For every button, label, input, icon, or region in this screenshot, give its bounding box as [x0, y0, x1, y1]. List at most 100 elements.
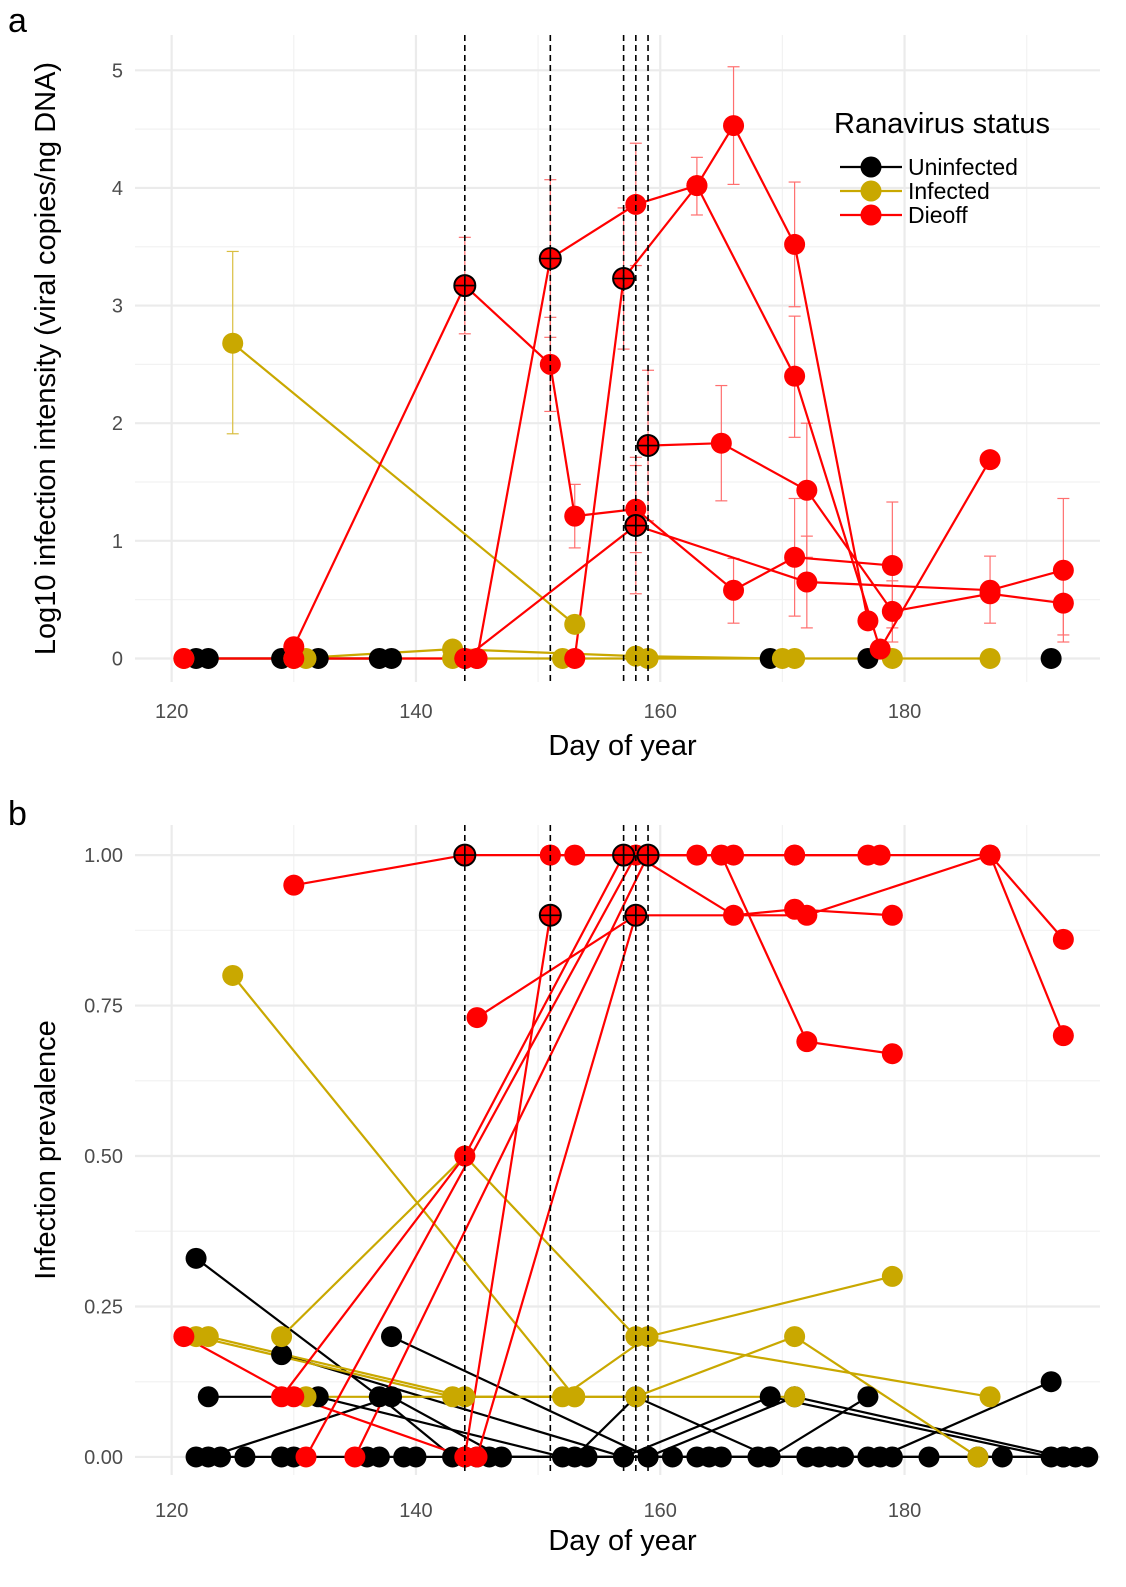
- data-point-uninfected: [759, 1386, 781, 1408]
- series-line-dieoff: [647, 442, 1064, 613]
- data-point-dieoff: [881, 600, 903, 622]
- x-tick-label: 140: [399, 701, 432, 723]
- data-point-uninfected: [405, 1446, 427, 1468]
- x-axis-title: Day of year: [548, 730, 697, 762]
- data-point-dieoff: [796, 1031, 818, 1053]
- legend-title: Ranavirus status: [834, 108, 1050, 140]
- data-point-dieoff: [564, 505, 586, 527]
- data-point-dieoff: [539, 353, 561, 375]
- data-point-dieoff: [466, 647, 488, 669]
- data-point-dieoff: [881, 904, 903, 926]
- data-point-infected: [979, 647, 1001, 669]
- data-point-uninfected: [576, 1446, 598, 1468]
- data-point-uninfected: [234, 1446, 256, 1468]
- data-point-infected: [784, 1386, 806, 1408]
- data-point-dieoff: [466, 1007, 488, 1029]
- data-point-uninfected: [381, 647, 403, 669]
- data-point-infected: [784, 647, 806, 669]
- data-point-dieoff: [857, 610, 879, 632]
- y-tick-label: 0.00: [84, 1447, 123, 1469]
- x-tick-label: 120: [155, 701, 188, 723]
- data-point-uninfected: [185, 1446, 207, 1468]
- data-point-uninfected: [857, 1386, 879, 1408]
- data-point-dieoff: [784, 844, 806, 866]
- data-point-dieoff: [1052, 928, 1074, 950]
- data-point-dieoff: [723, 844, 745, 866]
- y-tick-label: 0: [112, 648, 123, 670]
- data-point-dieoff: [625, 193, 647, 215]
- series-line-dieoff: [464, 524, 1064, 660]
- y-tick-label: 1: [112, 531, 123, 553]
- data-point-dieoff: [979, 844, 1001, 866]
- data-point-dieoff: [1052, 559, 1074, 581]
- series-line-dieoff: [550, 854, 1065, 1037]
- x-tick-label: 140: [399, 1500, 432, 1522]
- data-point-dieoff: [979, 449, 1001, 471]
- series-line-dieoff: [476, 853, 1065, 1019]
- panel-label-b: b: [8, 795, 27, 833]
- data-point-dieoff: [796, 571, 818, 593]
- data-point-uninfected: [1052, 1446, 1074, 1468]
- dieoff-day-lines: [464, 35, 649, 682]
- data-point-infected: [881, 1265, 903, 1287]
- y-tick-label: 0.25: [84, 1296, 123, 1318]
- data-point-dieoff: [271, 1386, 293, 1408]
- y-tick-label: 3: [112, 296, 123, 318]
- data-point-dieoff: [173, 647, 195, 669]
- data-point-dieoff: [784, 365, 806, 387]
- panel-label-a: a: [8, 2, 27, 40]
- data-point-dieoff: [1052, 592, 1074, 614]
- data-point-infected: [564, 613, 586, 635]
- dieoff-day-lines: [464, 825, 649, 1475]
- y-tick-label: 2: [112, 413, 123, 435]
- data-point-dieoff: [869, 638, 891, 660]
- data-point-dieoff: [173, 1326, 195, 1348]
- data-point-dieoff: [283, 874, 305, 896]
- series-line-infected: [231, 974, 576, 1398]
- data-point-uninfected: [918, 1446, 940, 1468]
- data-point-uninfected: [747, 1446, 769, 1468]
- data-point-infected: [222, 332, 244, 354]
- data-point-dieoff: [723, 904, 745, 926]
- x-tick-label: 180: [888, 1500, 921, 1522]
- data-point-dieoff: [283, 647, 305, 669]
- y-tick-label: 0.75: [84, 996, 123, 1018]
- data-point-uninfected: [1077, 1446, 1099, 1468]
- data-point-uninfected: [210, 1446, 232, 1468]
- data-point-uninfected: [710, 1446, 732, 1468]
- data-point-uninfected: [832, 1446, 854, 1468]
- legend-swatch: [860, 204, 882, 226]
- data-point-dieoff: [723, 115, 745, 137]
- data-point-uninfected: [991, 1446, 1013, 1468]
- y-axis-title: Log10 infection intensity (viral copies/…: [30, 62, 62, 655]
- series-line-dieoff: [292, 283, 893, 648]
- chart-a: 120 140 160 180 0 1 2 3 4 5 Day of year Log10 infec…: [30, 35, 1100, 762]
- legend-item-dieoff: Dieoff: [840, 202, 968, 228]
- legend-label: Infected: [908, 178, 990, 204]
- series-line-dieoff: [183, 915, 552, 1459]
- data-point-dieoff: [344, 1446, 366, 1468]
- x-tick-label: 120: [155, 1500, 188, 1522]
- data-point-dieoff: [881, 1043, 903, 1065]
- legend-swatch: [860, 156, 882, 178]
- x-tick-label: 160: [644, 701, 677, 723]
- data-point-infected: [271, 1326, 293, 1348]
- data-point-dieoff: [1052, 1025, 1074, 1047]
- grid: [135, 825, 1100, 1475]
- data-point-uninfected: [368, 1446, 390, 1468]
- data-point-dieoff: [466, 1446, 488, 1468]
- y-axis-title: Infection prevalence: [30, 1020, 62, 1280]
- legend-label: Uninfected: [908, 154, 1018, 180]
- data-point-dieoff: [564, 647, 586, 669]
- data-point-infected: [197, 1326, 219, 1348]
- data-point-dieoff: [710, 432, 732, 454]
- data-point-infected: [564, 1386, 586, 1408]
- data-point-dieoff: [796, 904, 818, 926]
- y-tick-label: 5: [112, 60, 123, 82]
- chart-b: 120 140 160 180 0.00 0.25 0.50 0.75 1.00 Day of y…: [30, 825, 1100, 1557]
- series-line-uninfected: [207, 1395, 1076, 1458]
- data-point-uninfected: [661, 1446, 683, 1468]
- data-point-uninfected: [552, 1446, 574, 1468]
- data-point-dieoff: [784, 233, 806, 255]
